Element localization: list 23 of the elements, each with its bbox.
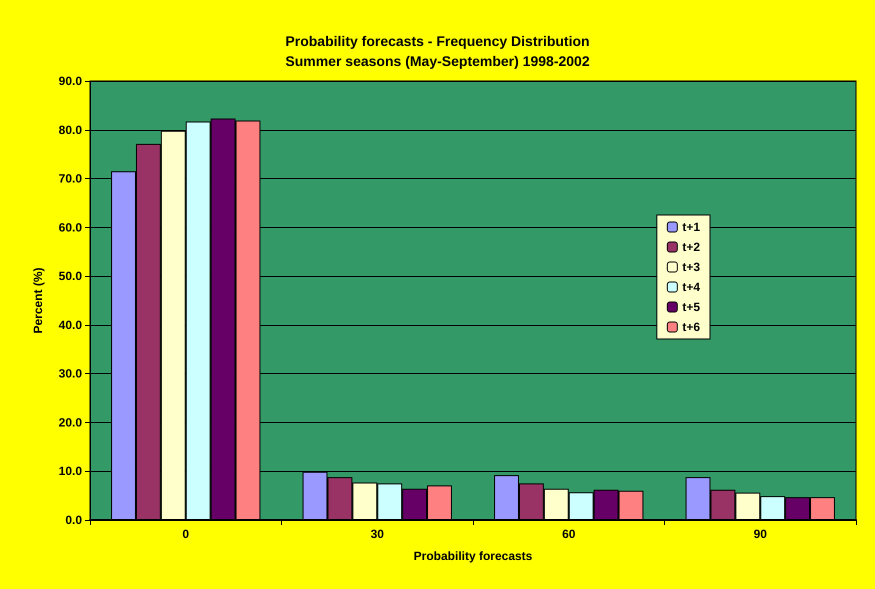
- y-tick-label: 40.0: [58, 318, 82, 332]
- y-tick-label: 0.0: [65, 513, 82, 527]
- y-tick-label: 50.0: [58, 269, 82, 284]
- x-tick-label: 30: [370, 527, 384, 541]
- legend-label: t+6: [682, 320, 700, 334]
- x-tick-label: 90: [754, 527, 768, 541]
- legend-label: t+3: [682, 260, 700, 274]
- y-tick-label: 20.0: [58, 415, 82, 430]
- y-tick-label: 70.0: [58, 172, 82, 186]
- y-tick-label: 30.0: [58, 366, 82, 381]
- legend-label: t+1: [682, 220, 700, 234]
- y-tick-label: 80.0: [58, 122, 82, 137]
- x-axis-title: Probability forecasts: [414, 549, 533, 563]
- y-tick-label: 90.0: [58, 74, 82, 88]
- chart-title: Probability forecasts - Frequency Distribution Summer seasons (May-September) 1998-2002: [285, 33, 590, 69]
- legend-label: t+4: [682, 280, 700, 294]
- y-tick-label: 10.0: [58, 464, 82, 478]
- y-axis-title: Percent (%): [31, 267, 45, 334]
- x-tick-label: 60: [562, 527, 576, 541]
- x-tick-label: 0: [182, 527, 190, 541]
- y-tick-label: 60.0: [58, 220, 82, 234]
- legend-label: t+2: [682, 240, 700, 254]
- legend-label: t+5: [682, 300, 700, 314]
